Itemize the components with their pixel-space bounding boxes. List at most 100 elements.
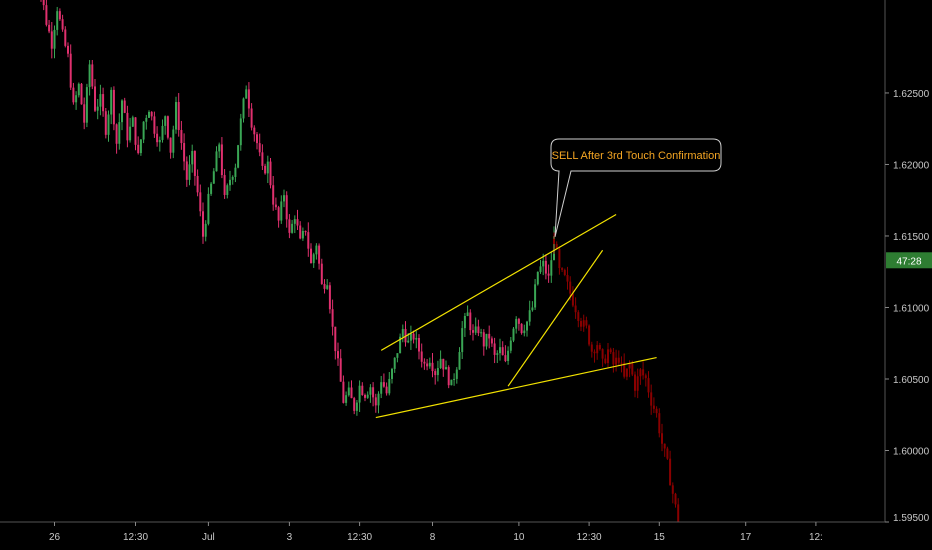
candle <box>134 117 137 151</box>
candle <box>107 110 110 142</box>
projected-candle <box>674 492 677 508</box>
candle <box>291 219 294 234</box>
candlestick-series <box>40 0 680 531</box>
price-axis: 1.62500 1.62000 1.61500 1.61000 1.60500 1.600… <box>885 89 930 524</box>
projected-candle <box>623 353 626 379</box>
candle <box>126 105 129 148</box>
candle <box>544 254 547 280</box>
candle <box>158 136 161 152</box>
candle <box>461 321 464 359</box>
candle <box>215 146 218 172</box>
candle <box>320 258 323 285</box>
candle <box>420 343 423 368</box>
chart-annotation[interactable]: SELL After 3rd Touch Confirmation <box>550 138 722 237</box>
candle <box>121 99 123 131</box>
candle <box>507 346 510 365</box>
candle <box>337 342 339 366</box>
candle <box>399 333 402 354</box>
x-tick-label: 17 <box>740 532 752 543</box>
projected-candle <box>607 342 609 368</box>
rising-support-line[interactable] <box>507 249 604 387</box>
projected-candle <box>669 450 672 486</box>
candle <box>463 312 466 337</box>
time-axis-panel[interactable] <box>0 522 885 550</box>
candle <box>229 170 231 191</box>
candle <box>153 111 156 138</box>
x-tick-label: 12:30 <box>123 532 148 543</box>
time-axis: 26 12:30 Jul 3 12:30 8 10 12:30 15 17 12: <box>49 522 823 543</box>
candle <box>469 309 472 336</box>
candle <box>137 136 140 155</box>
candle <box>199 184 202 217</box>
candle <box>401 324 404 343</box>
candle <box>350 380 353 399</box>
candle <box>361 382 364 396</box>
callout-text: SELL After 3rd Touch Confirmation <box>552 150 721 162</box>
projected-candle <box>558 246 561 275</box>
projected-candle <box>571 286 574 308</box>
projected-candle <box>612 347 615 373</box>
candle <box>458 347 461 370</box>
candle <box>45 0 48 27</box>
callout-bubble[interactable] <box>550 138 722 237</box>
projected-candle <box>598 342 601 351</box>
candle <box>177 93 180 137</box>
projected-candle <box>650 384 653 415</box>
candle <box>428 357 431 369</box>
candle <box>247 82 250 118</box>
price-axis-panel[interactable] <box>885 0 932 550</box>
candle <box>434 368 437 385</box>
candle <box>436 360 439 382</box>
lower-channel-line[interactable] <box>375 356 657 419</box>
projected-candle <box>642 361 645 380</box>
candle <box>99 84 102 116</box>
candle <box>447 365 450 389</box>
projected-candle <box>574 297 577 319</box>
x-tick-label: Jul <box>202 532 215 543</box>
candle <box>218 142 221 158</box>
candle <box>220 137 223 179</box>
candle <box>345 391 348 406</box>
candle <box>83 97 86 130</box>
candle <box>355 399 358 416</box>
candle <box>48 19 51 34</box>
candle <box>212 168 215 184</box>
upper-channel-line[interactable] <box>380 214 617 351</box>
projected-candle <box>655 406 658 418</box>
projected-candle <box>585 316 588 329</box>
candle <box>258 133 261 157</box>
candle <box>304 230 307 236</box>
candle <box>156 126 159 147</box>
candle <box>326 279 329 290</box>
candle <box>293 215 296 234</box>
projected-candle <box>580 317 582 331</box>
projected-candle <box>644 373 647 387</box>
x-tick-label: 26 <box>49 532 61 543</box>
candle <box>453 373 456 386</box>
candle <box>142 121 145 144</box>
candle <box>96 98 99 120</box>
y-tick-label: 1.61500 <box>893 232 930 243</box>
candle <box>504 345 507 363</box>
projected-candle <box>577 310 580 328</box>
candle <box>207 187 210 226</box>
candle <box>310 243 312 264</box>
candle <box>480 328 483 337</box>
x-tick-label: 12:30 <box>347 532 372 543</box>
candle <box>91 60 94 90</box>
candle <box>42 0 45 11</box>
projected-candle <box>617 350 620 366</box>
candle <box>526 320 528 337</box>
projected-candle <box>652 397 655 414</box>
candle <box>58 8 61 21</box>
candle <box>80 82 83 105</box>
candle <box>256 131 258 150</box>
candle <box>164 115 167 135</box>
candle <box>496 350 499 364</box>
candle <box>328 282 331 314</box>
candle <box>380 375 383 399</box>
candle <box>150 111 153 121</box>
candle <box>296 209 299 231</box>
candle <box>391 367 393 384</box>
